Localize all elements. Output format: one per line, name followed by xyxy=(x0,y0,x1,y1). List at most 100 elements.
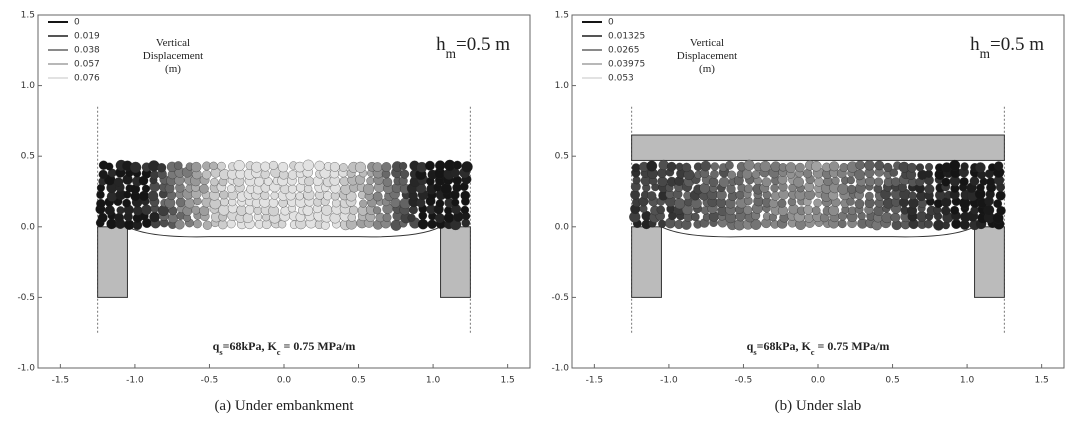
particle xyxy=(288,170,298,180)
particle xyxy=(647,191,657,201)
particle xyxy=(865,191,874,201)
particle xyxy=(725,161,734,170)
particle xyxy=(355,161,366,173)
particle xyxy=(874,177,884,187)
subscript: c xyxy=(811,348,815,357)
particle xyxy=(363,183,375,195)
particle xyxy=(339,176,349,186)
particle xyxy=(260,161,271,172)
particle xyxy=(691,212,700,222)
particle xyxy=(347,213,356,222)
particle xyxy=(681,162,692,173)
particle xyxy=(785,162,797,174)
load-label: qs=68kPa, Kc = 0.75 MPa/m xyxy=(747,339,890,357)
y-tick-label: 1.5 xyxy=(555,11,569,21)
particle xyxy=(986,177,996,187)
particle xyxy=(813,198,822,208)
particle xyxy=(382,213,392,223)
particle xyxy=(743,205,753,215)
support xyxy=(631,226,662,298)
particle xyxy=(803,205,814,215)
text-part: =68kPa, K xyxy=(757,339,812,353)
particle xyxy=(254,176,264,187)
particle xyxy=(460,190,471,201)
particle xyxy=(908,191,917,200)
particle xyxy=(846,197,855,206)
particle xyxy=(105,162,114,171)
particle xyxy=(995,190,1006,201)
slab xyxy=(631,134,1005,161)
particle xyxy=(314,160,325,171)
particle xyxy=(847,184,857,194)
particle xyxy=(907,162,917,173)
y-tick-label: 0.0 xyxy=(21,222,36,232)
text-part: h xyxy=(436,34,446,55)
legend-label: 0.038 xyxy=(74,46,100,56)
particle xyxy=(795,162,805,173)
particle xyxy=(915,163,925,172)
particle xyxy=(288,184,297,194)
particle xyxy=(924,169,933,178)
text-part: q xyxy=(213,339,220,353)
legend-title: Displacement xyxy=(677,50,737,62)
particle xyxy=(959,177,969,187)
x-tick-label: -1.5 xyxy=(586,376,604,386)
legend-title: Displacement xyxy=(143,50,203,62)
particle xyxy=(141,184,151,193)
legend-label: 0 xyxy=(74,18,80,28)
text-part: q xyxy=(747,339,754,353)
particle xyxy=(156,163,167,173)
particle xyxy=(226,219,236,229)
particle xyxy=(846,176,855,185)
particle xyxy=(924,184,935,195)
particle xyxy=(349,205,359,215)
support xyxy=(440,226,471,298)
particle xyxy=(133,205,143,216)
panel: -1.0 -0.5 0.0 0.5 1.0 1.5 -1.5 -1.0 -0.5 0.0 0.5 1.… xyxy=(551,11,1065,414)
particle xyxy=(277,162,289,173)
particle xyxy=(251,161,263,173)
particle xyxy=(427,219,437,229)
particle xyxy=(219,190,229,200)
support xyxy=(97,226,128,298)
particle xyxy=(96,199,106,209)
particle xyxy=(761,177,772,187)
particle xyxy=(461,161,473,173)
particle xyxy=(710,169,719,179)
x-tick-label: 1.5 xyxy=(500,376,514,386)
particle xyxy=(434,213,445,224)
y-tick-label: -1.0 xyxy=(551,364,569,374)
particle xyxy=(141,204,152,216)
particle xyxy=(452,160,462,170)
x-tick-label: 0.5 xyxy=(885,376,899,386)
particle xyxy=(700,160,711,172)
particle xyxy=(191,161,202,173)
legend-label: 0.019 xyxy=(74,32,100,42)
particle xyxy=(434,160,446,171)
particle xyxy=(444,206,453,215)
particle xyxy=(381,162,392,172)
particle xyxy=(278,220,287,229)
particle xyxy=(122,198,131,208)
particle xyxy=(855,160,865,170)
particle xyxy=(759,160,771,172)
particle xyxy=(199,205,210,216)
particle xyxy=(658,159,669,171)
particle xyxy=(269,160,278,170)
y-tick-label: 1.0 xyxy=(21,81,36,91)
particle xyxy=(727,170,737,180)
particle xyxy=(925,162,934,171)
particle xyxy=(129,161,142,174)
particle xyxy=(744,184,753,193)
particle xyxy=(735,190,745,200)
y-tick-label: 0.5 xyxy=(555,152,569,162)
caption: (a) Under embankment xyxy=(214,398,354,414)
particle xyxy=(329,162,340,172)
x-tick-label: -0.5 xyxy=(201,376,219,386)
particle xyxy=(372,191,383,202)
particle xyxy=(864,160,875,171)
particle xyxy=(883,162,893,172)
y-tick-label: -0.5 xyxy=(551,293,569,303)
particle xyxy=(718,176,730,188)
